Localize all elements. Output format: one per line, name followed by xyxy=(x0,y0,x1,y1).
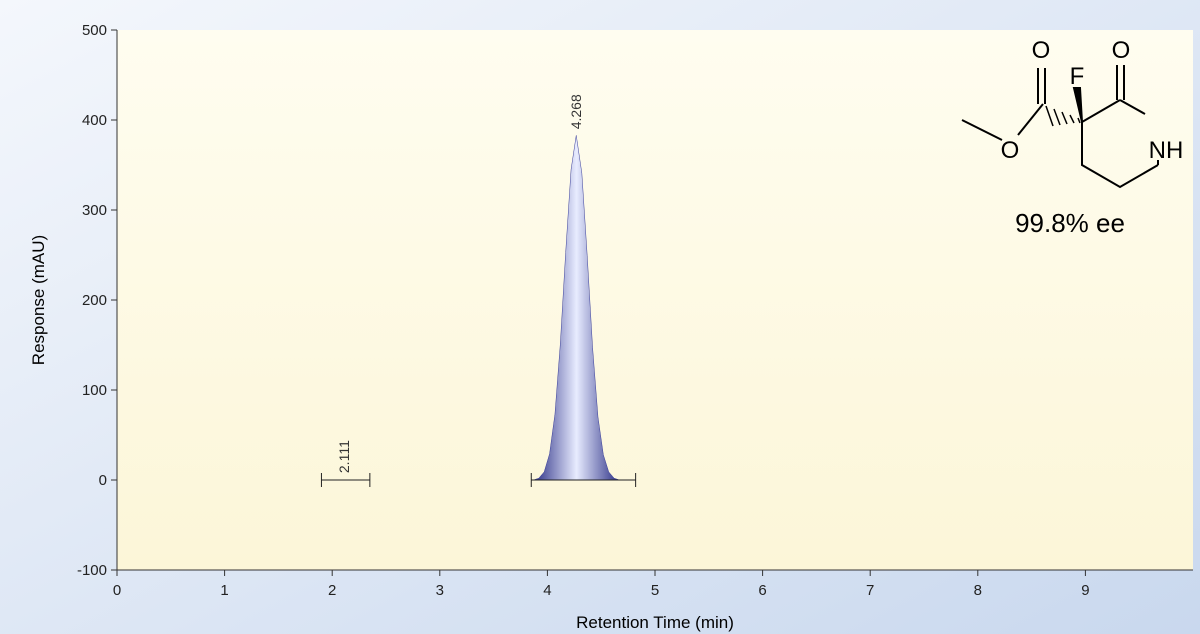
y-tick-label: 500 xyxy=(82,22,107,39)
y-axis-title: Response (mAU) xyxy=(29,235,48,365)
ring-bond xyxy=(1081,122,1159,189)
hash-bond xyxy=(1045,105,1081,127)
x-tick-label: 5 xyxy=(651,582,659,599)
x-tick-label: 3 xyxy=(436,582,444,599)
ester-bond xyxy=(1017,103,1044,136)
peak-label: 4.268 xyxy=(568,94,584,129)
plot-area xyxy=(117,30,1193,570)
y-tick-label: 200 xyxy=(82,292,107,309)
atom-label: NH xyxy=(1149,137,1184,164)
x-tick-label: 9 xyxy=(1081,582,1089,599)
y-tick-label: -100 xyxy=(77,562,107,579)
x-tick-label: 8 xyxy=(974,582,982,599)
atom-label: O xyxy=(1032,37,1051,64)
ring-bond xyxy=(1119,99,1146,115)
y-tick-label: 0 xyxy=(99,472,107,489)
y-tick-label: 300 xyxy=(82,202,107,219)
wedge-bond xyxy=(1072,87,1083,123)
annotation: 99.8% ee xyxy=(1015,208,1125,238)
peak-fill xyxy=(533,135,620,481)
y-tick-label: 100 xyxy=(82,382,107,399)
y-tick-label: 400 xyxy=(82,112,107,129)
atom-label: F xyxy=(1070,63,1085,90)
x-tick-label: 6 xyxy=(758,582,766,599)
x-tick-label: 1 xyxy=(220,582,228,599)
ring-bond xyxy=(1081,99,1121,123)
atom-label: O xyxy=(1112,37,1131,64)
x-tick-label: 2 xyxy=(328,582,336,599)
x-tick-label: 0 xyxy=(113,582,121,599)
atom-label: O xyxy=(1001,137,1020,164)
x-axis-title: Retention Time (min) xyxy=(576,613,734,632)
x-tick-label: 4 xyxy=(543,582,551,599)
structure xyxy=(961,65,1159,189)
peak-label: 2.111 xyxy=(336,440,352,473)
x-tick-label: 7 xyxy=(866,582,874,599)
methyl-bond xyxy=(961,119,1003,141)
